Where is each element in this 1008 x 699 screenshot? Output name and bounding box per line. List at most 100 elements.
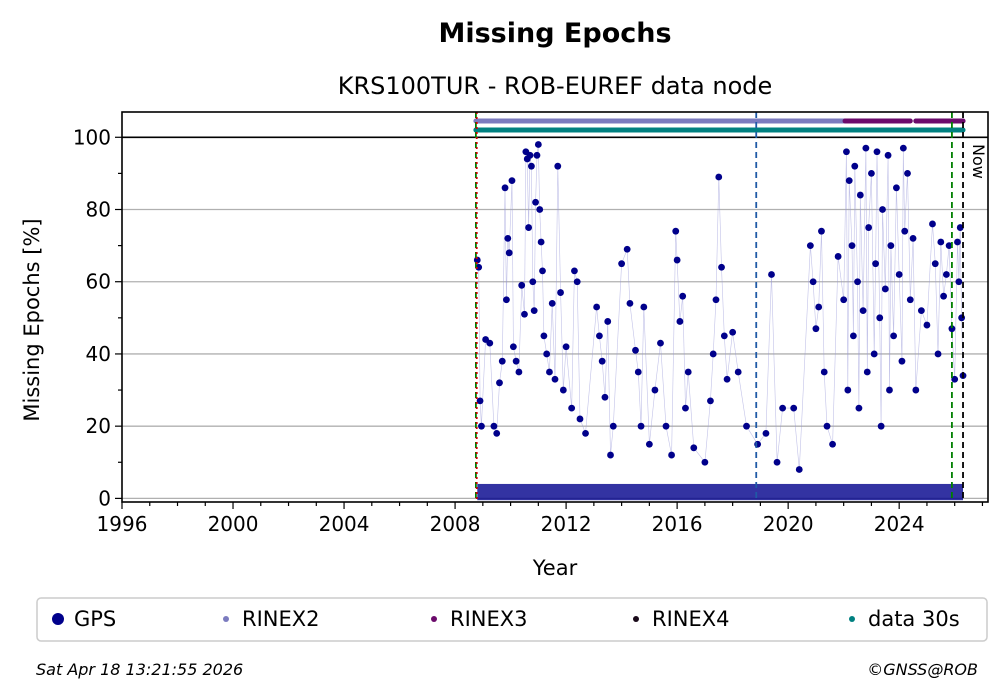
- data-point: [868, 169, 875, 177]
- x-axis: 1996 2000 2004 2008 2012 2016 2020 2024: [97, 502, 984, 536]
- data-point: [848, 242, 856, 250]
- data-point: [473, 256, 481, 264]
- data-point: [548, 299, 556, 307]
- data-point: [684, 368, 692, 376]
- x-tick-label: 2012: [541, 512, 592, 536]
- data-point: [604, 318, 612, 325]
- data-point: [923, 321, 931, 329]
- legend: GPS RINEX2 RINEX3 RINEX4 data 30s: [36, 597, 988, 642]
- data-point: [795, 466, 803, 473]
- data-point: [712, 296, 720, 304]
- x-tick-label: 1996: [97, 512, 148, 536]
- data-point: [496, 379, 503, 387]
- y-tick-label: 60: [86, 270, 111, 294]
- data-point: [873, 148, 881, 156]
- legend-label: RINEX2: [242, 607, 320, 631]
- data-point: [518, 281, 526, 289]
- data-point: [526, 151, 534, 159]
- data-point: [521, 310, 528, 318]
- data-point: [768, 271, 775, 278]
- data-point: [505, 249, 513, 257]
- data-point: [843, 148, 850, 156]
- data-point: [626, 299, 634, 307]
- data-point: [762, 429, 770, 437]
- legend-label: RINEX3: [450, 607, 528, 631]
- data-point: [490, 422, 498, 430]
- x-tick-label: 2008: [430, 512, 481, 536]
- data-point: [673, 256, 681, 264]
- data-point: [662, 422, 670, 430]
- data-point: [476, 397, 484, 405]
- data-point: [493, 429, 501, 437]
- data-point: [554, 162, 562, 170]
- data-point: [551, 375, 559, 383]
- data-point: [899, 144, 907, 152]
- data-point: [607, 451, 614, 459]
- y-axis: 0 20 40 60 80 100: [73, 125, 122, 510]
- data-point: [503, 296, 510, 304]
- data-point: [536, 206, 544, 213]
- data-point: [657, 339, 664, 347]
- data-point: [486, 339, 494, 347]
- data-point: [508, 177, 516, 185]
- data-point: [955, 278, 963, 286]
- data-point: [582, 429, 589, 437]
- data-point: [532, 198, 539, 206]
- data-point: [851, 162, 859, 170]
- data-point: [806, 242, 814, 250]
- data-point: [856, 191, 864, 199]
- data-point: [809, 278, 817, 286]
- data-point: [668, 451, 675, 459]
- data-point: [618, 260, 626, 268]
- data-point: [645, 440, 653, 448]
- data-point: [779, 404, 787, 412]
- data-point: [834, 253, 842, 260]
- plot-area: Now: [121, 111, 989, 503]
- data-point: [525, 224, 533, 231]
- data-point: [948, 325, 956, 333]
- data-point: [790, 404, 798, 412]
- legend-marker: [431, 616, 437, 622]
- data-point: [530, 307, 538, 315]
- data-point: [886, 386, 893, 394]
- data-point: [844, 386, 852, 394]
- data-point: [601, 393, 609, 401]
- data-point: [715, 173, 723, 181]
- series-line: [477, 144, 964, 470]
- data-point: [533, 151, 541, 159]
- data-point: [734, 368, 742, 376]
- data-point: [887, 242, 895, 250]
- data-point: [890, 332, 898, 340]
- data-point: [893, 184, 900, 192]
- data-point: [845, 177, 853, 185]
- data-point: [537, 238, 545, 246]
- data-point: [679, 292, 687, 300]
- data-point: [637, 422, 645, 430]
- data-point: [945, 242, 953, 250]
- data-point: [515, 368, 523, 376]
- legend-marker: [849, 616, 855, 622]
- plot-frame: [121, 111, 989, 503]
- x-tick-label: 2000: [208, 512, 259, 536]
- data-point: [884, 151, 892, 159]
- y-tick-label: 40: [86, 342, 111, 366]
- data-point: [529, 278, 537, 286]
- data-point: [568, 404, 576, 412]
- data-point: [576, 415, 584, 423]
- data-point: [901, 227, 909, 235]
- data-point: [509, 343, 517, 351]
- legend-marker: [633, 616, 639, 622]
- data-point: [815, 303, 823, 311]
- x-tick-label: 2004: [319, 512, 370, 536]
- data-point: [812, 325, 820, 333]
- data-point: [596, 332, 603, 340]
- data-point: [895, 271, 903, 278]
- chart-title: Missing Epochs: [438, 18, 671, 49]
- data-point: [743, 422, 750, 430]
- data-point: [676, 318, 684, 325]
- data-point: [940, 292, 947, 300]
- data-point: [820, 368, 828, 376]
- data-point: [609, 422, 617, 430]
- data-point: [546, 368, 553, 376]
- data-point: [540, 332, 548, 340]
